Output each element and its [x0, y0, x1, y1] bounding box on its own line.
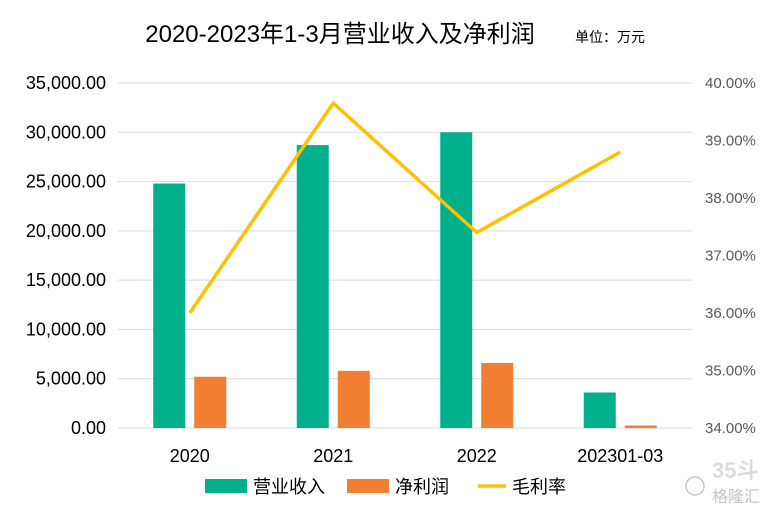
bar: [337, 370, 370, 428]
y-right-tick-label: 35.00%: [705, 363, 756, 380]
legend-swatch: [205, 479, 247, 493]
bar: [153, 183, 186, 428]
y-right-tick-label: 36.00%: [705, 305, 756, 322]
y-left-tick-label: 0.00: [71, 418, 106, 438]
y-right-tick-label: 40.00%: [705, 75, 756, 92]
legend-label: 毛利率: [512, 477, 566, 497]
right-axis-ticks: 34.00% 35.00% 36.00% 37.00% 38.00% 39.00% 40.0…: [705, 75, 756, 437]
legend-label: 营业收入: [253, 477, 325, 497]
legend: 营业收入 净利润 毛利率: [205, 477, 566, 497]
bar: [624, 425, 657, 428]
unit-label: 单位：万元: [575, 29, 645, 45]
bar: [296, 145, 329, 428]
y-left-tick-label: 25,000.00: [26, 172, 106, 192]
x-tick-label: 202301-03: [577, 446, 663, 466]
chart-title: 2020-2023年1-3月营业收入及净利润: [145, 21, 534, 48]
bar: [583, 392, 616, 428]
watermark-bottom: 格隆汇: [712, 488, 760, 506]
y-right-tick-label: 37.00%: [705, 248, 756, 265]
wechat-icon: [685, 476, 705, 496]
bar: [194, 376, 227, 428]
bar: [440, 132, 473, 429]
legend-label: 净利润: [395, 477, 449, 497]
x-tick-label: 2020: [170, 446, 210, 466]
y-left-tick-label: 10,000.00: [26, 319, 106, 339]
left-axis-ticks: 0.00 5,000.00 10,000.00 15,000.00 20,000.00 2…: [26, 73, 106, 438]
x-tick-label: 2022: [457, 446, 497, 466]
y-left-tick-label: 5,000.00: [36, 369, 106, 389]
y-left-tick-label: 15,000.00: [26, 270, 106, 290]
watermark-top: 35斗: [712, 458, 758, 483]
x-axis-ticks: 2020 2021 2022 202301-03: [170, 446, 664, 466]
legend-swatch: [347, 479, 389, 493]
watermark: 35斗 格隆汇: [685, 458, 760, 506]
line-path: [188, 100, 622, 314]
bar: [481, 362, 514, 428]
y-right-tick-label: 34.00%: [705, 420, 756, 437]
y-right-tick-label: 39.00%: [705, 133, 756, 150]
y-left-tick-label: 20,000.00: [26, 221, 106, 241]
y-left-tick-label: 30,000.00: [26, 122, 106, 142]
y-left-tick-label: 35,000.00: [26, 73, 106, 93]
y-right-tick-label: 38.00%: [705, 190, 756, 207]
bar-series: [153, 132, 657, 429]
x-tick-label: 2021: [313, 446, 353, 466]
gridlines: [118, 82, 692, 429]
line-series: [188, 100, 622, 314]
